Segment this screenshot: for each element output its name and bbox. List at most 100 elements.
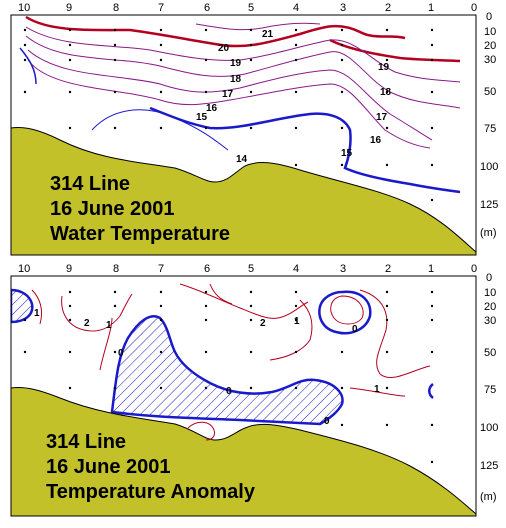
station-label: 3: [340, 2, 346, 14]
station-label: 6: [204, 2, 210, 14]
contour-label: 2: [260, 318, 266, 329]
station-label: 4: [293, 2, 299, 14]
station-label: 8: [113, 2, 119, 14]
depth-axis: 0 10 20 30 50 75 100 125 (m): [480, 272, 498, 503]
contour-label: 0: [352, 324, 358, 335]
contour-14: [91, 109, 229, 151]
caption-line: Temperature Anomaly: [46, 481, 256, 503]
sample-dots: [23, 28, 434, 202]
contour-label: 0: [226, 386, 232, 397]
contour-1-left: [31, 289, 43, 325]
contour-15: [149, 106, 461, 194]
contour-18: [25, 35, 461, 109]
contour-16: [27, 59, 431, 149]
cold-edge-right: [428, 383, 434, 399]
contour-2-left: [61, 293, 133, 332]
station-label: 10: [18, 2, 30, 14]
small-ring-floor: [187, 421, 215, 441]
contour-label: 18: [380, 87, 392, 98]
contour-label: 21: [262, 29, 274, 40]
water-temperature-panel: 10 9 8 7 6 5 4 3 2 1 0 0 10 20 30 50 75 …: [10, 2, 498, 256]
station-label: 4: [293, 263, 299, 275]
contour-red-right: [359, 289, 431, 379]
station-label: 3: [340, 263, 346, 275]
contour-label: 15: [341, 148, 353, 159]
station-label: 9: [66, 263, 72, 275]
depth-label: 10: [484, 287, 496, 299]
depth-label: 75: [484, 123, 496, 135]
depth-label: 30: [484, 315, 496, 327]
station-axis: 10 9 8 7 6 5 4 3 2 1 0: [18, 2, 477, 14]
caption-line: 16 June 2001: [46, 456, 171, 478]
contour-2-mid: [179, 283, 309, 319]
station-label: 6: [204, 263, 210, 275]
contour-label: 15: [196, 112, 208, 123]
contour-label: 20: [218, 43, 230, 54]
contour-label: 0: [118, 348, 124, 359]
contour-label: 2: [84, 318, 90, 329]
contour-label: 1: [106, 320, 112, 331]
anomaly-contours: [31, 283, 431, 397]
caption-line: 16 June 2001: [50, 198, 175, 220]
station-label: 1: [428, 263, 434, 275]
station-axis: 10 9 8 7 6 5 4 3 2 1 0: [18, 263, 477, 275]
depth-unit: (m): [480, 227, 497, 239]
contour-label: 1: [294, 316, 300, 327]
station-label: 10: [18, 263, 30, 275]
contour-label: 17: [222, 89, 234, 100]
station-label: 2: [385, 263, 391, 275]
contour-label: 1: [374, 384, 380, 395]
station-label: 8: [113, 263, 119, 275]
contour-label: 0: [324, 416, 330, 427]
contour-label: 19: [230, 58, 242, 69]
contour-label: 16: [370, 135, 382, 146]
station-label: 0: [471, 263, 477, 275]
depth-label: 0: [486, 272, 492, 284]
cold-eddy-right: [318, 290, 372, 335]
panel-frame: [10, 275, 477, 517]
contour-17: [27, 49, 433, 141]
station-label: 9: [66, 2, 72, 14]
cold-eddy-left: [11, 288, 34, 324]
contour-label: 14: [236, 154, 248, 165]
temperature-anomaly-panel: 10 9 8 7 6 5 4 3 2 1 0 0 10 20 30 50 75 …: [10, 263, 498, 517]
depth-label: 100: [480, 422, 498, 434]
station-label: 2: [385, 2, 391, 14]
panel-caption: 314 Line 16 June 2001 Temperature Anomal…: [46, 431, 256, 503]
depth-label: 125: [480, 460, 498, 472]
contour-20: [25, 15, 406, 48]
caption-line: Water Temperature: [50, 223, 230, 245]
seafloor: [11, 387, 476, 516]
station-label: 7: [158, 2, 164, 14]
contour-label: 16: [206, 103, 218, 114]
station-label: 5: [248, 2, 254, 14]
panel-caption: 314 Line 16 June 2001 Water Temperature: [50, 173, 230, 245]
contour-1-far-right: [349, 387, 406, 397]
contour-label: 1: [34, 308, 40, 319]
contour-label: 17: [376, 112, 388, 123]
depth-label: 75: [484, 384, 496, 396]
contour-label: 18: [230, 74, 242, 85]
depth-label: 0: [486, 11, 492, 23]
caption-line: 314 Line: [46, 431, 126, 453]
panel-frame: [10, 14, 477, 256]
contour-label: 19: [378, 62, 390, 73]
station-label: 7: [158, 263, 164, 275]
station-label: 5: [248, 263, 254, 275]
depth-label: 125: [480, 199, 498, 211]
depth-label: 30: [484, 54, 496, 66]
depth-label: 20: [484, 301, 496, 313]
contour-1-right: [209, 283, 313, 361]
seafloor: [11, 127, 476, 255]
contour-19: [25, 26, 461, 83]
contour-labels: 1 2 1 0 2 1 0 0 0 1: [34, 308, 380, 427]
depth-label: 50: [484, 86, 496, 98]
station-label: 0: [471, 2, 477, 14]
caption-line: 314 Line: [50, 173, 130, 195]
depth-label: 20: [484, 40, 496, 52]
contour-blue-left: [19, 47, 37, 85]
station-label: 1: [428, 2, 434, 14]
contour-1-mid: [99, 317, 113, 371]
depth-unit: (m): [480, 491, 497, 503]
